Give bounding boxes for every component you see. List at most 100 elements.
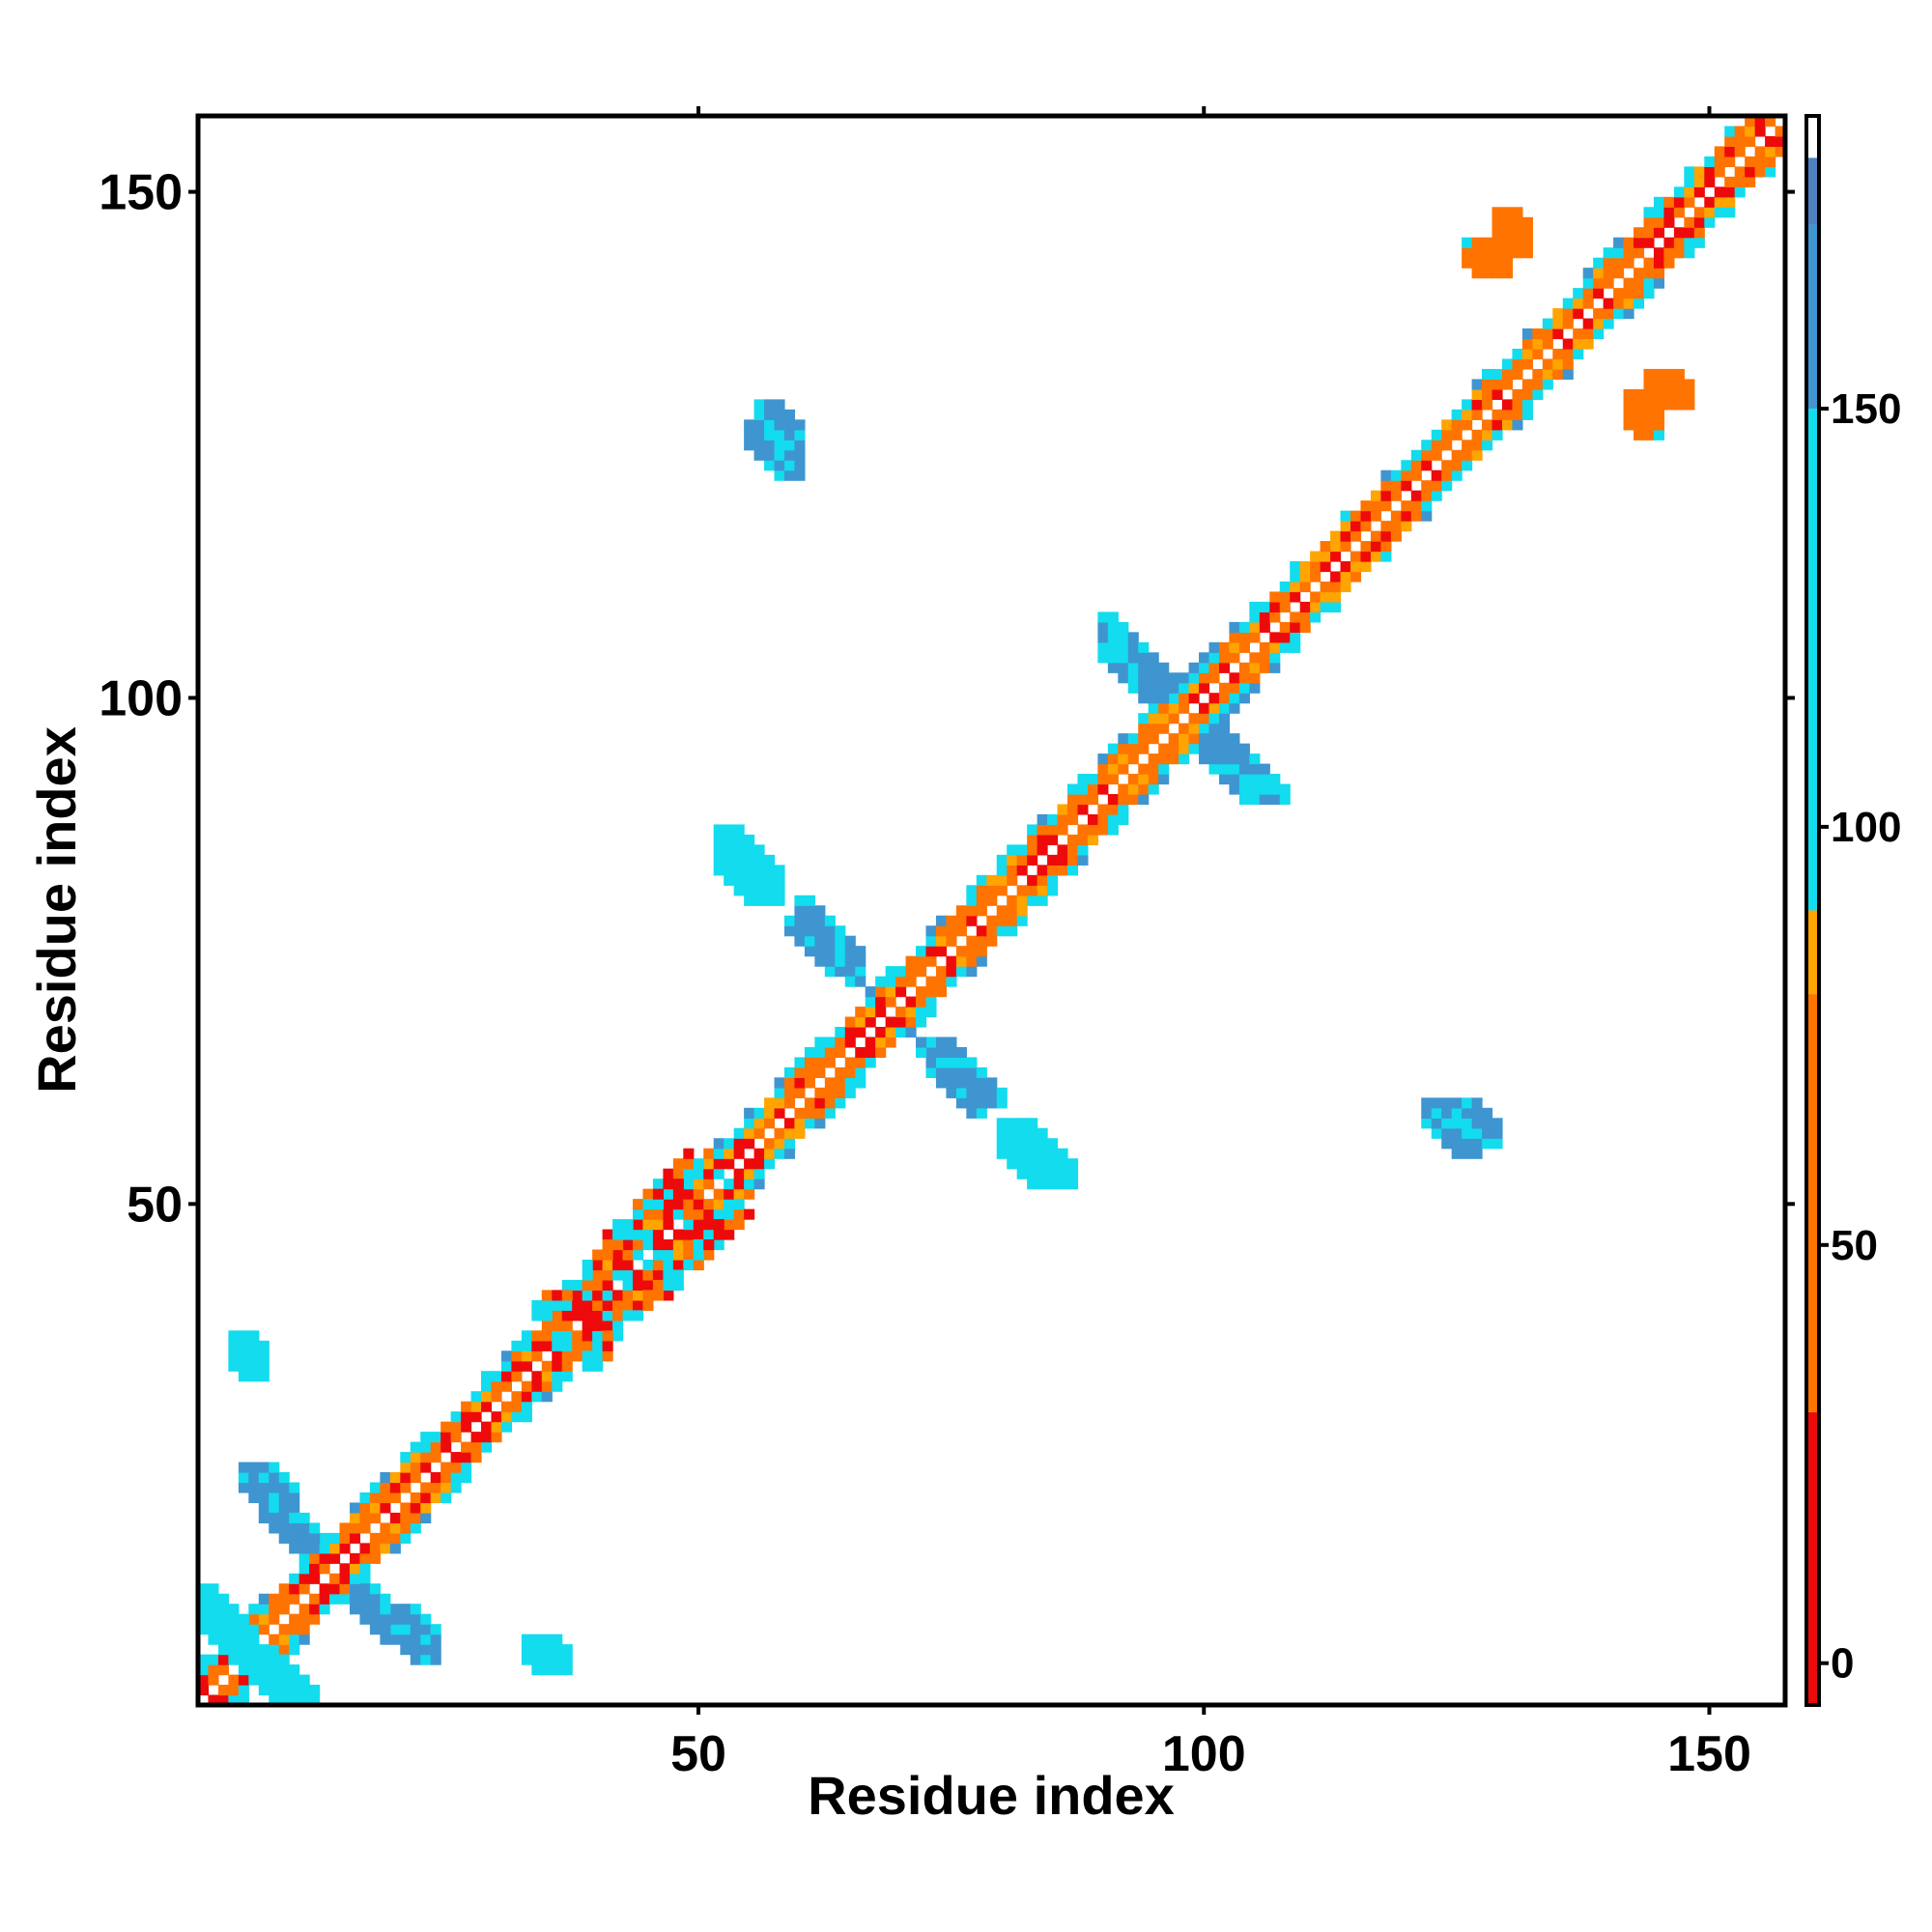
heatmap-cell: [612, 1249, 624, 1261]
heatmap-cell: [744, 1138, 755, 1150]
heatmap-cell: [622, 1219, 634, 1231]
heatmap-cell: [764, 419, 776, 431]
heatmap-cell: [380, 1522, 391, 1534]
heatmap-cell: [572, 1279, 583, 1292]
heatmap-cell: [1663, 388, 1675, 400]
heatmap-cell: [1462, 1107, 1473, 1119]
heatmap-cell: [269, 1472, 280, 1484]
heatmap-cell: [552, 1380, 563, 1392]
heatmap-cell: [228, 1644, 240, 1656]
heatmap-cell: [1107, 794, 1119, 806]
heatmap-cell: [1451, 469, 1463, 481]
heatmap-cell: [1643, 216, 1655, 228]
heatmap-cell: [552, 1360, 563, 1372]
heatmap-cell: [744, 1179, 755, 1190]
heatmap-cell: [309, 1604, 321, 1615]
heatmap-cell: [1380, 551, 1392, 562]
heatmap-cell: [935, 1077, 947, 1089]
heatmap-cell: [461, 1462, 472, 1473]
heatmap-cell: [1027, 1179, 1038, 1190]
heatmap-cell: [1421, 440, 1433, 451]
heatmap-cell: [1521, 358, 1533, 370]
heatmap-cell: [1127, 743, 1139, 754]
heatmap-cell: [592, 1269, 604, 1281]
heatmap-cell: [1138, 672, 1150, 684]
heatmap-cell: [389, 1532, 401, 1544]
heatmap-cell: [1643, 257, 1655, 269]
heatmap-cell: [1693, 216, 1705, 228]
heatmap-cell: [1310, 601, 1321, 613]
heatmap-cell: [440, 1482, 452, 1493]
heatmap-cell: [1653, 429, 1665, 440]
heatmap-cell: [1066, 1179, 1079, 1190]
heatmap-cell: [400, 1482, 412, 1493]
heatmap-cell: [400, 1452, 412, 1463]
heatmap-cell: [844, 955, 856, 967]
heatmap-cell: [380, 1634, 391, 1645]
heatmap-cell: [1745, 156, 1756, 167]
heatmap-cell: [1501, 247, 1514, 259]
heatmap-cell: [1410, 490, 1422, 501]
heatmap-cell: [632, 1239, 644, 1251]
heatmap-cell: [1168, 743, 1179, 754]
heatmap-cell: [835, 1066, 846, 1078]
heatmap-cell: [663, 1269, 674, 1281]
heatmap-cell: [198, 1604, 210, 1615]
heatmap-cell: [1269, 652, 1281, 664]
heatmap-cell: [925, 1066, 937, 1078]
heatmap-cell: [946, 935, 957, 947]
heatmap-cell: [855, 976, 867, 987]
heatmap-cell: [744, 440, 755, 451]
heatmap-cell: [1613, 298, 1625, 309]
heatmap-cell: [1077, 854, 1089, 866]
heatmap-cell: [1016, 905, 1028, 917]
heatmap-cell: [238, 1613, 249, 1625]
heatmap-cell: [359, 1563, 371, 1575]
heatmap-cell: [289, 1492, 300, 1504]
heatmap-cell: [622, 1290, 634, 1301]
heatmap-cell: [652, 1219, 664, 1231]
heatmap-cell: [1269, 774, 1281, 785]
heatmap-cell: [683, 1148, 695, 1159]
heatmap-cell: [1552, 368, 1564, 381]
heatmap-cell: [1714, 156, 1725, 167]
heatmap-cell: [1148, 774, 1159, 785]
heatmap-cell: [622, 1310, 634, 1321]
heatmap-cell: [329, 1532, 341, 1544]
heatmap-cell: [309, 1694, 321, 1706]
heatmap-cell: [1279, 581, 1291, 593]
heatmap-cell: [1431, 449, 1442, 461]
heatmap-cell: [916, 1007, 927, 1018]
heatmap-cell: [1097, 783, 1109, 795]
heatmap-cell: [1027, 834, 1038, 845]
heatmap-cell: [976, 1097, 987, 1109]
heatmap-cell: [1229, 733, 1240, 745]
heatmap-cell: [1673, 399, 1685, 411]
colorbar-tick-label: 0: [1831, 1640, 1854, 1688]
heatmap-cell: [400, 1634, 412, 1645]
heatmap-cell: [1401, 510, 1412, 522]
heatmap-cell: [925, 976, 937, 987]
heatmap-cell: [319, 1543, 330, 1554]
heatmap-cell: [885, 976, 896, 987]
heatmap-cell: [1421, 460, 1433, 471]
heatmap-cell: [1107, 641, 1119, 653]
heatmap-cell: [491, 1411, 502, 1423]
heatmap-cell: [1279, 641, 1291, 653]
heatmap-cell: [1087, 794, 1098, 806]
heatmap-cell: [1148, 682, 1159, 694]
heatmap-cell: [1704, 207, 1716, 218]
heatmap-cell: [1684, 176, 1695, 187]
heatmap-cell: [389, 1522, 401, 1534]
heatmap-cell: [359, 1583, 371, 1595]
heatmap-cell: [1259, 783, 1270, 795]
heatmap-cell: [855, 1026, 867, 1038]
heatmap-cell: [319, 1563, 330, 1575]
heatmap-cell: [794, 1127, 806, 1139]
heatmap-cell: [1158, 743, 1170, 754]
heatmap-cell: [1745, 135, 1756, 148]
heatmap-cell: [672, 1239, 684, 1251]
heatmap-cell: [1634, 227, 1645, 239]
heatmap-cell: [1290, 621, 1301, 633]
heatmap-cell: [1471, 247, 1483, 259]
